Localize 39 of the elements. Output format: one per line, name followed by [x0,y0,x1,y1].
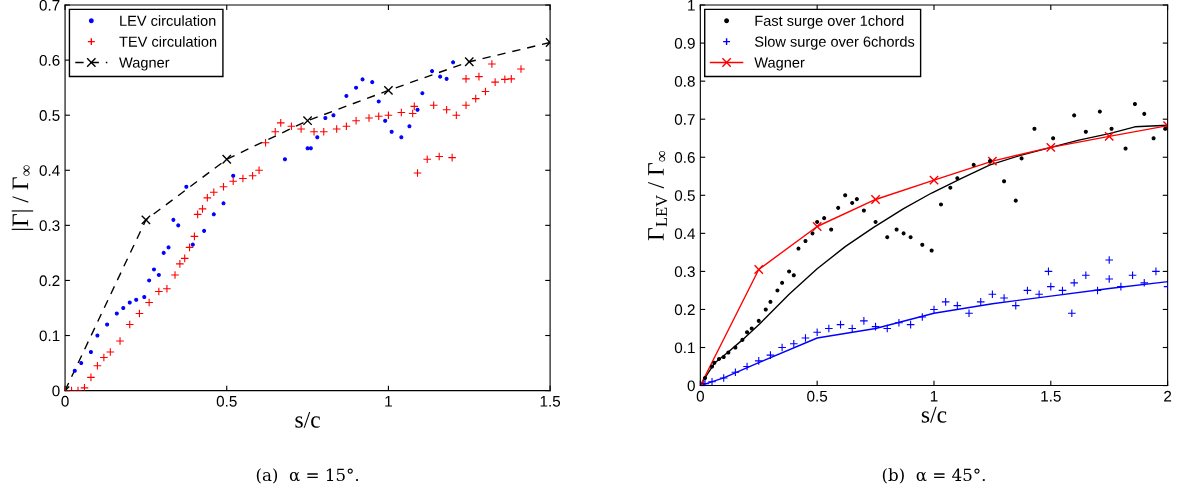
legend-label: TEV circulation [119,36,217,47]
text: (a) α = 15°. [256,468,359,484]
y-tick-label: 1 [688,0,695,11]
y-tick-label: 0.2 [674,304,695,316]
legend-label: Slow surge over 6chords [754,36,915,50]
x-tick-label: 0.5 [807,390,828,402]
y-tick-label: 0.5 [674,190,695,201]
y-tick-label: 0.6 [39,54,60,66]
x-axis-title: s/c [295,411,320,428]
text: (b) α = 45°. [882,468,985,484]
y-axis-title: Γ$_{LEV}$ / Γ$_{∞}$ [648,151,668,241]
x-tick-label: 2 [1164,390,1172,402]
x-tick-label: 1.5 [1041,390,1061,402]
y-tick-label: 0.7 [39,0,60,11]
y-tick-label: 0.9 [674,37,695,49]
legend-label: Fast surge over 1chord [755,15,904,29]
legend-label: LEV circulation [120,15,216,26]
y-tick-label: 0.3 [39,220,60,232]
y-tick-label: 0 [687,380,695,392]
y-tick-label: 0.1 [674,342,695,354]
legend-label: Wagner [754,57,805,71]
y-tick-label: 0.7 [674,114,695,125]
y-tick-label: 0.2 [39,275,60,287]
x-tick-label: 0 [696,390,704,402]
y-axis-title: |Γ| / Γ$_{∞}$ [11,165,34,230]
y-tick-label: 0.8 [674,76,695,87]
x-axis-title: s/c [921,406,947,423]
y-tick-label: 0.6 [674,152,695,163]
x-tick-label: 1 [930,390,938,402]
legend-label: Wagner [119,57,170,71]
y-tick-label: 0.5 [39,110,60,121]
x-tick-label: 0 [61,395,69,407]
y-tick-label: 0.3 [674,266,695,278]
y-tick-label: 0.4 [674,228,696,240]
x-tick-label: 0.5 [216,395,237,407]
y-tick-label: 0.4 [39,165,60,176]
x-tick-label: 1.5 [540,396,561,407]
y-tick-label: 0.1 [39,330,60,342]
x-tick-label: 1 [385,396,392,407]
